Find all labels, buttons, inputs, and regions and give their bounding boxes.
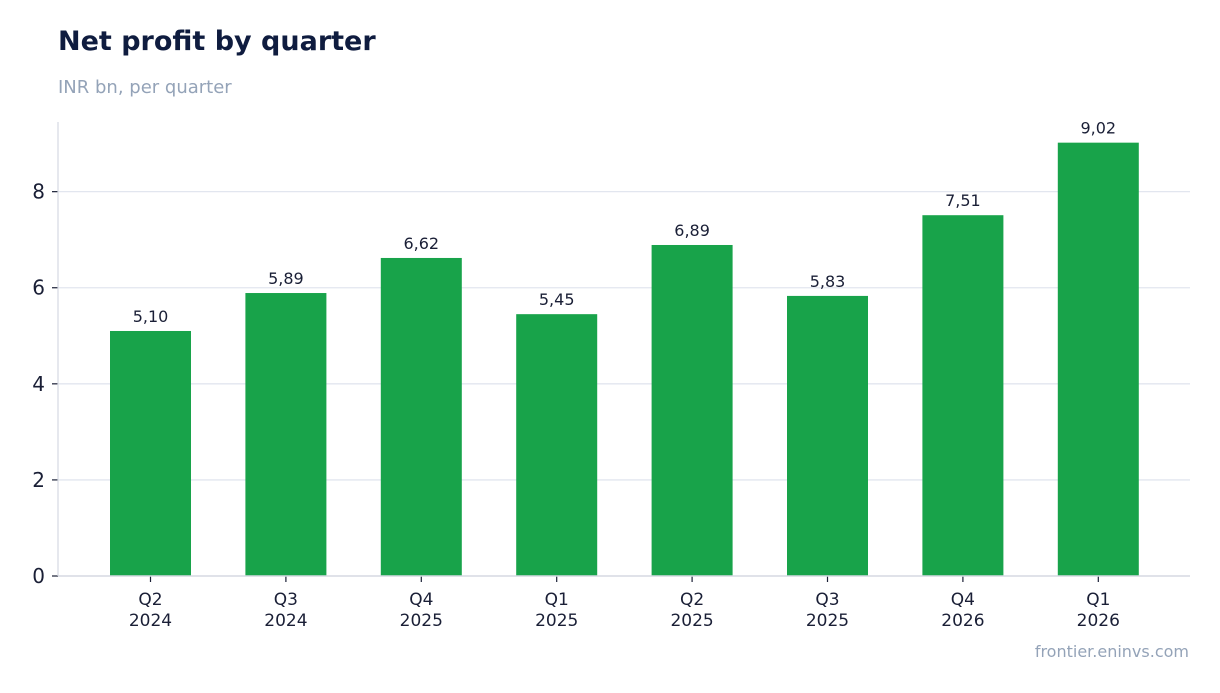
x-tick-label-quarter: Q4 [951, 590, 975, 610]
y-tick-label: 2 [32, 468, 45, 492]
x-tick-label-quarter: Q1 [545, 590, 569, 610]
data-label: 5,10 [133, 307, 169, 326]
data-label: 5,83 [810, 272, 846, 291]
y-tick-label: 6 [32, 276, 45, 300]
bar [922, 215, 1004, 576]
x-tick-label-quarter: Q2 [138, 590, 162, 610]
x-tick-label-quarter: Q2 [680, 590, 704, 610]
bar [787, 295, 868, 576]
chart-subtitle: INR bn, per quarter [58, 77, 232, 98]
bar [110, 330, 191, 576]
bar [1057, 142, 1139, 576]
data-label: 7,51 [945, 191, 981, 210]
x-tick-label-quarter: Q3 [815, 590, 839, 610]
x-tick-label-year: 2025 [535, 611, 578, 631]
x-tick-label-year: 2024 [264, 611, 307, 631]
x-tick-label-year: 2025 [670, 611, 713, 631]
x-tick-label-year: 2025 [400, 611, 443, 631]
y-axis: 0 2 4 6 8 [32, 122, 59, 588]
x-tick-label-year: 2024 [129, 611, 172, 631]
data-label: 9,02 [1080, 119, 1116, 138]
bars: 5,10 5,89 6,62 5,45 6,89 5,83 7,51 9,02 [110, 119, 1139, 577]
x-axis: Q22024Q32024Q42025Q12025Q22025Q32025Q420… [58, 575, 1190, 631]
y-tick-label: 4 [32, 372, 45, 396]
x-tick-label-quarter: Q4 [409, 590, 433, 610]
data-label: 5,45 [539, 290, 575, 309]
bar [516, 314, 598, 576]
x-tick-label-year: 2025 [806, 611, 849, 631]
data-label: 6,89 [674, 221, 710, 240]
y-tick-label: 0 [32, 564, 45, 588]
y-tick-label: 8 [32, 180, 45, 204]
x-tick-label-year: 2026 [941, 611, 984, 631]
bar [380, 257, 462, 576]
data-label: 6,62 [403, 234, 439, 253]
x-tick-label-quarter: Q1 [1086, 590, 1110, 610]
x-tick-label-quarter: Q3 [274, 590, 298, 610]
data-label: 5,89 [268, 269, 304, 288]
gridlines [58, 191, 1190, 481]
bar [651, 244, 733, 577]
bar [245, 293, 327, 576]
chart-title: Net profit by quarter [58, 26, 376, 57]
source-credit: frontier.eninvs.com [1034, 642, 1189, 661]
x-tick-label-year: 2026 [1077, 611, 1120, 631]
